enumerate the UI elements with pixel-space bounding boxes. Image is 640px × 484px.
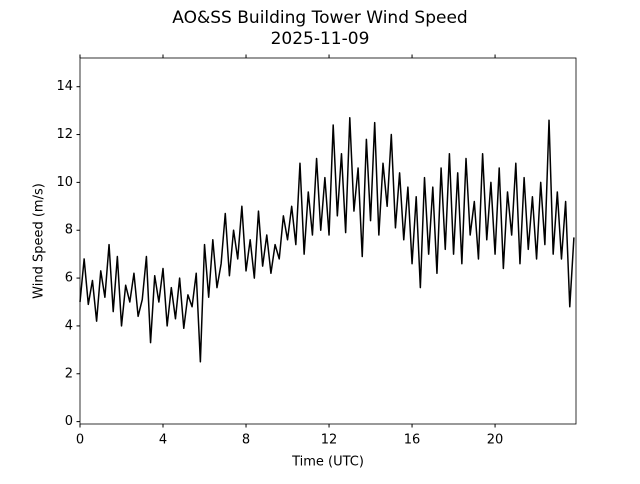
y-tick-label: 4 <box>65 318 73 333</box>
y-axis-label: Wind Speed (m/s) <box>32 183 47 299</box>
x-tick-label: 0 <box>76 433 84 448</box>
y-tick-label: 2 <box>65 366 73 381</box>
x-tick-label: 4 <box>159 433 167 448</box>
x-tick-label: 12 <box>321 433 338 448</box>
x-axis-label: Time (UTC) <box>291 455 364 470</box>
x-tick-label: 20 <box>487 433 504 448</box>
y-tick-label: 10 <box>56 175 73 190</box>
chart-subtitle: 2025-11-09 <box>271 29 370 49</box>
x-tick-label: 8 <box>242 433 250 448</box>
y-tick-label: 14 <box>56 79 73 94</box>
data-line <box>79 117 575 363</box>
y-tick-label: 8 <box>65 223 73 238</box>
x-tick-label: 16 <box>404 433 421 448</box>
y-tick-label: 12 <box>56 127 73 142</box>
y-tick-label: 0 <box>65 414 73 429</box>
y-tick-label: 6 <box>65 271 73 286</box>
chart-title: AO&SS Building Tower Wind Speed <box>172 8 467 28</box>
plot-frame <box>79 57 577 425</box>
